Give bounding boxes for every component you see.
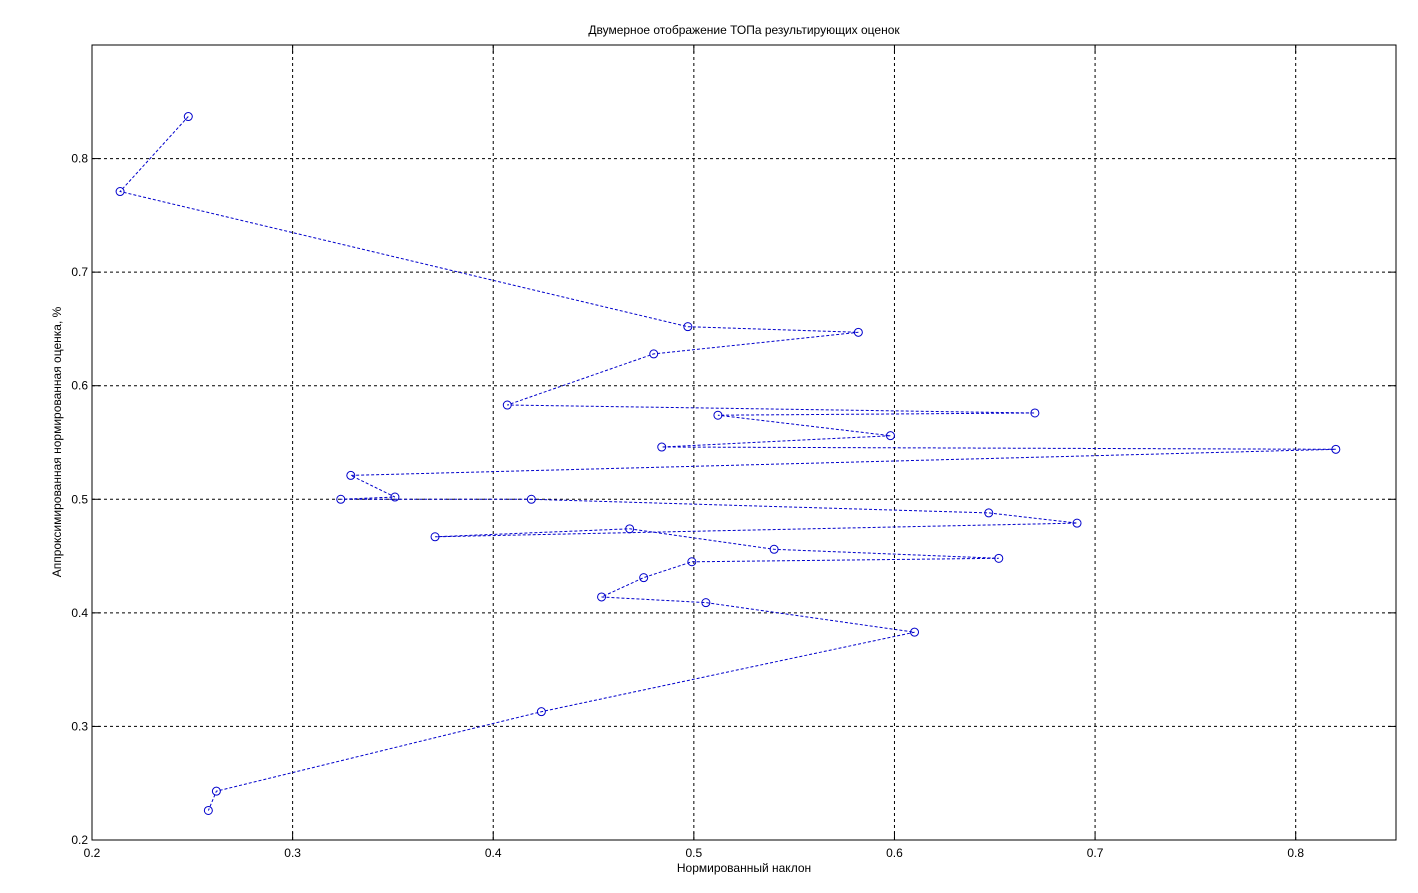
data-point [885,431,895,441]
y-tick-label: 0.2 [71,833,88,847]
y-tick-label: 0.5 [71,492,88,506]
plot-frame [91,44,1397,841]
y-tick-label: 0.4 [71,606,88,620]
x-tick-label: 0.7 [1087,846,1104,860]
data-point [683,322,693,332]
data-point [701,598,711,608]
data-point [390,492,400,502]
x-tick-label: 0.6 [886,846,903,860]
y-tick-label: 0.7 [71,265,88,279]
y-tick-label: 0.6 [71,379,88,393]
data-point [597,592,607,602]
data-point [657,442,667,452]
data-point [346,470,356,480]
data-point [853,327,863,337]
data-point [183,112,193,122]
data-point [639,573,649,583]
series [115,112,1341,815]
x-tick-label: 0.4 [485,846,502,860]
y-axis-title: Аппроксимированная нормированная оценка,… [50,306,64,577]
data-point [910,627,920,637]
data-point [984,508,994,518]
data-point [769,544,779,554]
data-point [502,400,512,410]
x-tick-label: 0.2 [84,846,101,860]
data-point [687,557,697,567]
data-point [430,532,440,542]
data-point [994,553,1004,563]
ticks: 0.2 0.3 0.4 0.5 0.6 0.7 0.8 0.2 0.3 0.4 0.5 0.6 0.7 0… [71,45,1396,860]
data-point [649,349,659,359]
y-tick-label: 0.8 [71,152,88,166]
data-point [625,524,635,534]
data-point [1331,444,1341,454]
x-tick-label: 0.3 [284,846,301,860]
x-tick-label: 0.8 [1287,846,1304,860]
data-point [211,786,221,796]
data-point [713,410,723,420]
data-point [1030,408,1040,418]
data-point [536,707,546,717]
y-tick-label: 0.3 [71,719,88,733]
x-tick-label: 0.5 [686,846,703,860]
data-point [336,494,346,504]
series-line [119,116,1336,811]
data-point [526,494,536,504]
data-point [1072,518,1082,528]
chart-title: Двумерное отображение ТОПа результирующи… [588,23,900,37]
data-point [203,805,213,815]
data-point [115,187,125,197]
x-axis-title: Нормированный наклон [677,861,811,875]
